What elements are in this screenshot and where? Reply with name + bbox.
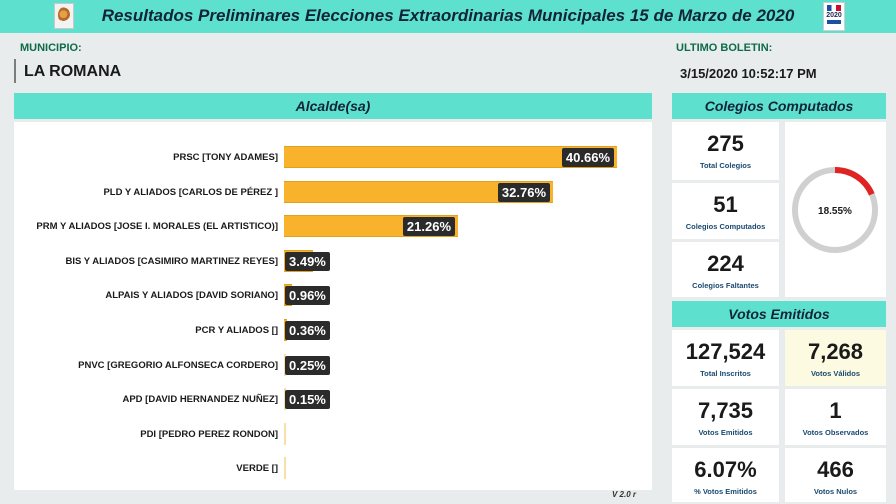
category-label: VERDE [] <box>236 463 278 474</box>
colegios-faltantes-value: 224 <box>707 251 744 276</box>
municipio-label: MUNICIPIO: <box>20 42 82 54</box>
votos-emitidos-label: Votos Emitidos <box>698 428 753 437</box>
header-bar: Resultados Preliminares Elecciones Extra… <box>0 0 896 33</box>
total-inscritos-box: 127,524 Total Inscritos <box>672 330 779 386</box>
data-label: 21.26% <box>402 217 455 236</box>
pct-votos-emitidos-box: 6.07% % Votos Emitidos <box>672 448 779 502</box>
category-label: PCR Y ALIADOS [] <box>195 325 278 336</box>
votos-validos-box: 7,268 Votos Válidos <box>785 330 886 386</box>
bar <box>284 146 617 168</box>
badge-stripe <box>827 20 841 24</box>
votos-validos-value: 7,268 <box>807 339 864 364</box>
category-label: BIS Y ALIADOS [CASIMIRO MARTINEZ REYES] <box>65 256 278 267</box>
total-colegios-label: Total Colegios <box>699 161 752 170</box>
gauge-arc <box>792 167 878 253</box>
data-label: 0.15% <box>285 390 330 409</box>
pct-votos-emitidos-value: 6.07% <box>694 457 757 482</box>
colegios-faltantes-box: 224 Colegios Faltantes <box>672 242 779 297</box>
votos-nulos-box: 466 Votos Nulos <box>785 448 886 502</box>
gauge-box: 18.55% <box>785 122 886 297</box>
election-badge-icon: 2020 <box>823 2 845 31</box>
bar <box>284 457 286 479</box>
category-label: PLD Y ALIADOS [CARLOS DE PÉREZ ] <box>103 187 278 198</box>
category-label: PRSC [TONY ADAMES] <box>173 152 278 163</box>
chart-title: Alcalde(sa) <box>14 93 652 119</box>
municipio-marker <box>14 59 16 83</box>
bar <box>284 181 553 203</box>
data-label: 40.66% <box>561 148 614 167</box>
page-title: Resultados Preliminares Elecciones Extra… <box>101 6 795 25</box>
votos-emitidos-value: 7,735 <box>697 398 754 423</box>
total-inscritos-label: Total Inscritos <box>700 369 751 378</box>
votos-observados-label: Votos Observados <box>802 428 869 437</box>
data-label: 0.36% <box>285 321 330 340</box>
votos-emitidos-box: 7,735 Votos Emitidos <box>672 389 779 445</box>
pct-votos-emitidos-label: % Votos Emitidos <box>694 487 757 496</box>
votos-observados-box: 1 Votos Observados <box>785 389 886 445</box>
progress-gauge: 18.55% <box>792 167 878 253</box>
category-label: ALPAIS Y ALIADOS [DAVID SORIANO] <box>105 290 278 301</box>
flag-icon <box>827 5 841 11</box>
bar <box>284 423 286 445</box>
data-label: 0.96% <box>285 286 330 305</box>
votos-nulos-value: 466 <box>817 457 854 482</box>
data-label: 3.49% <box>285 252 330 271</box>
municipio-name: LA ROMANA <box>24 63 122 80</box>
chart-panel <box>14 122 652 490</box>
colegios-computados-value: 51 <box>713 192 738 217</box>
total-colegios-value: 275 <box>707 131 744 156</box>
total-colegios-box: 275 Total Colegios <box>672 122 779 180</box>
colegios-faltantes-label: Colegios Faltantes <box>692 281 759 290</box>
data-label: 0.25% <box>285 356 330 375</box>
category-label: APD [DAVID HERNANDEZ NUÑEZ] <box>122 394 278 405</box>
votos-observados-value: 1 <box>829 398 842 423</box>
boletin-timestamp: 3/15/2020 10:52:17 PM <box>680 66 817 81</box>
colegios-title: Colegios Computados <box>672 93 886 119</box>
boletin-label: ULTIMO BOLETIN: <box>676 42 773 54</box>
category-label: PDI [PEDRO PEREZ RONDON] <box>140 429 278 440</box>
votos-validos-label: Votos Válidos <box>810 369 861 378</box>
version-label: V 2.0 r <box>612 490 637 499</box>
votos-nulos-label: Votos Nulos <box>813 487 858 496</box>
jce-logo-icon <box>54 3 74 29</box>
data-label: 32.76% <box>497 183 550 202</box>
votos-title: Votos Emitidos <box>672 301 886 327</box>
category-label: PRM Y ALIADOS [JOSE I. MORALES (EL ARTIS… <box>36 221 278 232</box>
colegios-computados-label: Colegios Computados <box>685 222 766 231</box>
category-label: PNVC [GREGORIO ALFONSECA CORDERO] <box>78 360 278 371</box>
badge-year: 2020 <box>826 12 842 19</box>
total-inscritos-value: 127,524 <box>685 339 766 364</box>
colegios-computados-box: 51 Colegios Computados <box>672 183 779 239</box>
gauge-label: 18.55% <box>818 206 852 217</box>
